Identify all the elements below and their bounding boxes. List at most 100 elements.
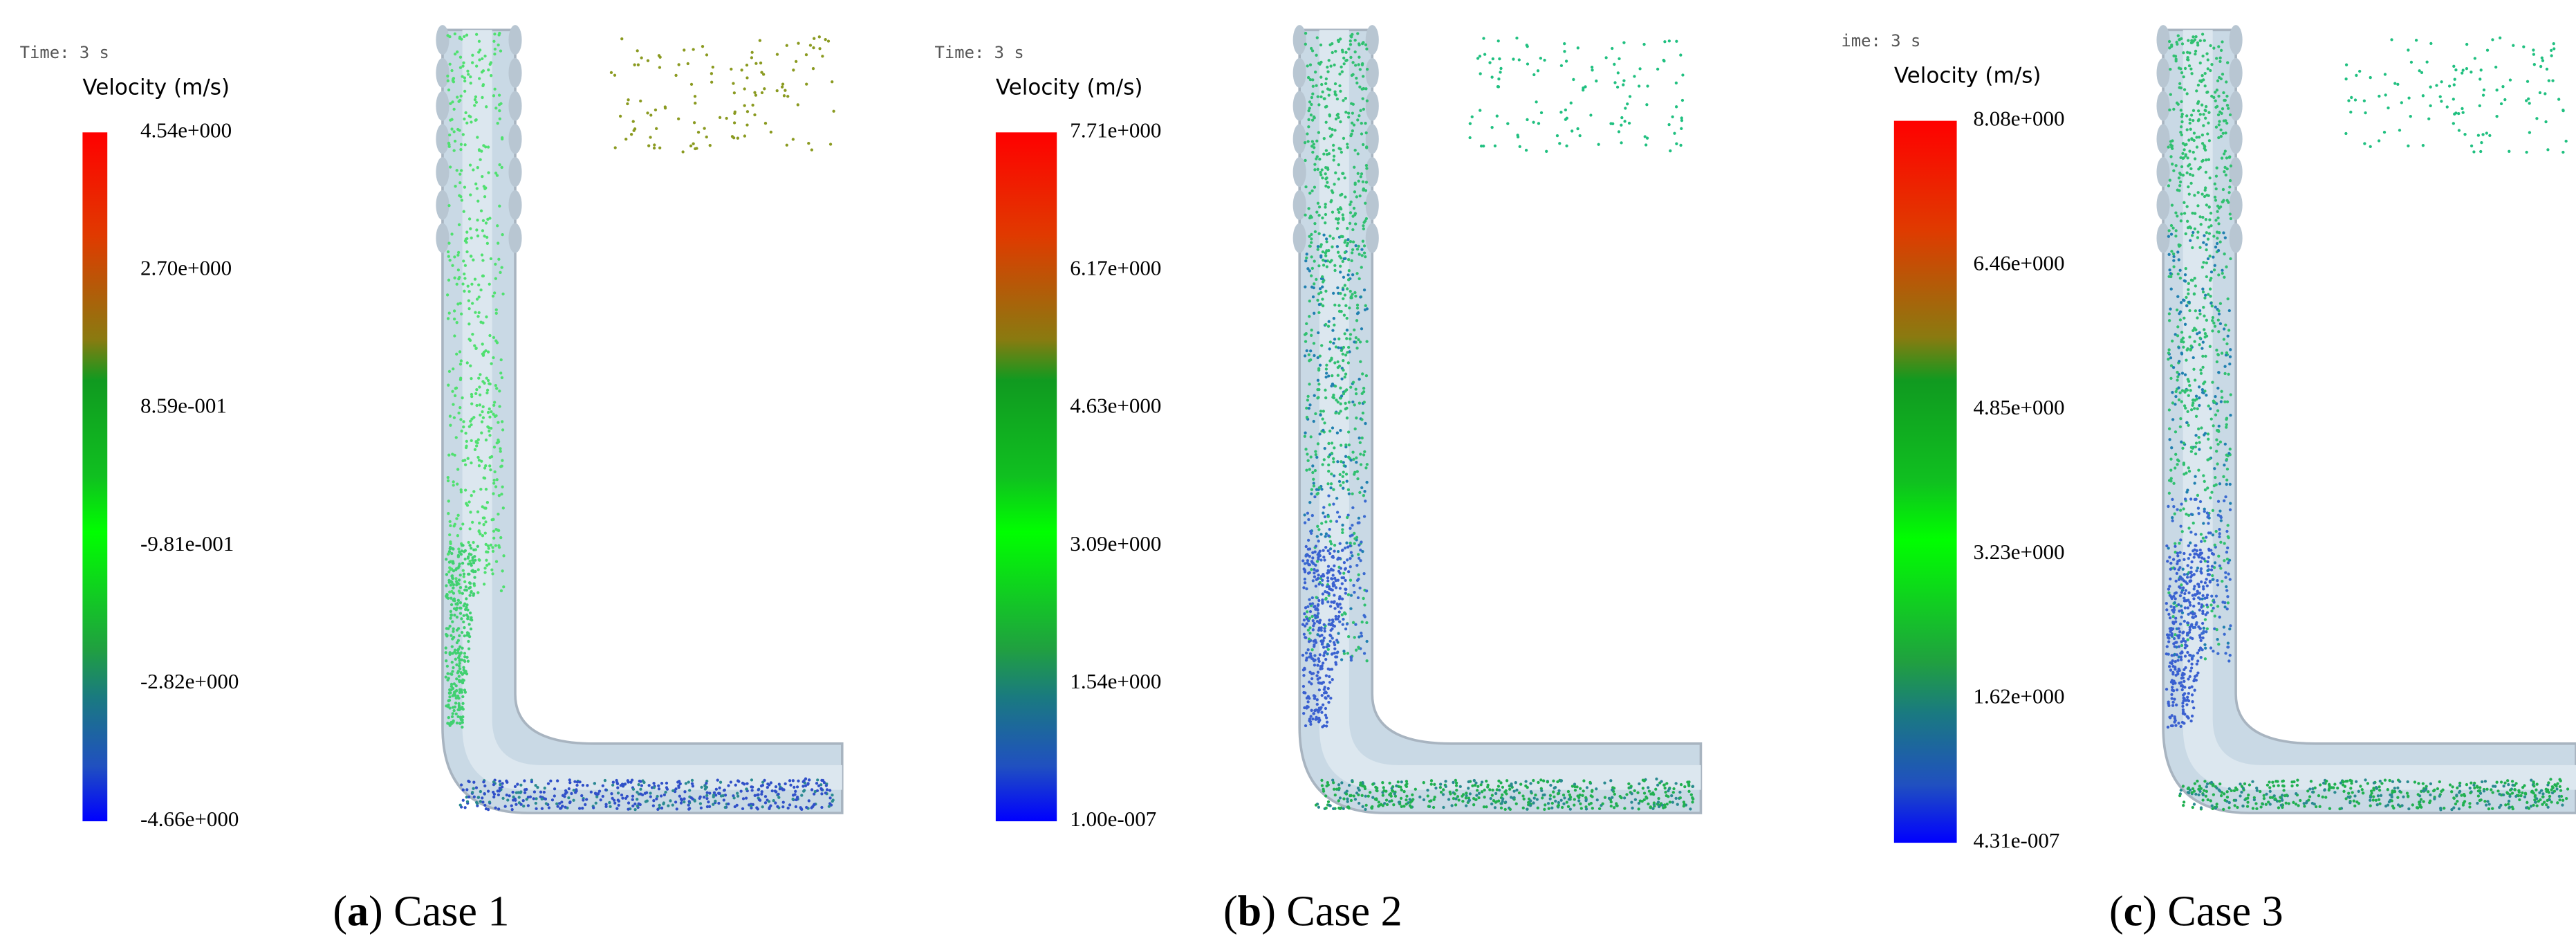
particle — [655, 797, 658, 800]
particle — [463, 143, 467, 147]
particle — [2179, 125, 2183, 129]
particle — [1341, 475, 1344, 478]
particle — [2210, 491, 2214, 494]
particle — [1349, 551, 1353, 554]
particle — [2174, 542, 2177, 545]
particle — [2225, 167, 2229, 171]
particle — [1317, 657, 1320, 661]
particle — [1351, 61, 1355, 64]
particle — [2188, 383, 2192, 387]
particle — [2222, 338, 2226, 341]
particle — [497, 513, 500, 516]
particle — [781, 82, 785, 86]
particle — [1363, 308, 1367, 311]
particle — [1426, 789, 1429, 792]
particle — [1359, 360, 1362, 363]
particle — [2207, 226, 2211, 229]
particle — [497, 494, 501, 497]
particle — [2216, 318, 2220, 322]
particle — [1584, 807, 1588, 811]
particle — [2196, 671, 2200, 675]
particle — [2194, 53, 2197, 56]
particle — [450, 715, 454, 719]
particle — [2309, 780, 2313, 783]
particle — [2203, 780, 2207, 783]
particle — [2547, 781, 2550, 785]
particle — [2180, 100, 2183, 104]
particle — [2188, 121, 2192, 125]
pipe-ridge — [1292, 223, 1306, 253]
particle — [2203, 234, 2206, 237]
particle — [2259, 805, 2263, 809]
particle — [2186, 650, 2189, 654]
particle — [453, 613, 456, 617]
particle — [2178, 622, 2183, 626]
particle — [500, 266, 503, 269]
particle — [477, 529, 481, 533]
particle — [1339, 443, 1343, 447]
particle — [1434, 786, 1438, 790]
particle — [1337, 799, 1340, 803]
particle — [816, 778, 819, 782]
particle — [659, 794, 663, 798]
particle — [2339, 781, 2343, 785]
particle — [1316, 553, 1319, 556]
particle — [2360, 788, 2364, 791]
particle — [1337, 787, 1341, 790]
particle — [2192, 131, 2196, 135]
particle — [611, 783, 615, 787]
particle — [2201, 585, 2205, 589]
particle — [2207, 404, 2210, 408]
particle — [2170, 596, 2174, 601]
particle — [491, 294, 495, 298]
particle — [1306, 559, 1310, 562]
particle — [1342, 797, 1346, 800]
particle — [1319, 558, 1323, 562]
particle — [521, 799, 525, 803]
particle — [778, 787, 781, 791]
pipe-ridge — [436, 91, 450, 121]
particle — [2187, 185, 2190, 189]
particle — [609, 71, 613, 75]
particle — [581, 807, 584, 810]
particle — [1331, 329, 1335, 332]
particle — [469, 627, 473, 631]
particle — [462, 604, 465, 607]
particle — [1318, 157, 1322, 161]
particle — [453, 599, 456, 603]
particle — [804, 53, 808, 57]
particle — [452, 690, 456, 694]
particle — [640, 784, 644, 787]
particle — [447, 369, 452, 373]
particle — [1309, 435, 1313, 439]
particle — [1371, 782, 1375, 786]
particle — [1665, 803, 1669, 806]
particle — [2191, 513, 2194, 517]
particle — [732, 136, 736, 140]
particle — [1678, 790, 1682, 794]
particle — [807, 799, 810, 803]
particle — [2203, 643, 2207, 646]
particle — [2187, 544, 2190, 547]
particle — [1346, 430, 1351, 434]
colorbar-tick-label: 1.00e-007 — [1070, 807, 1156, 831]
particle — [1622, 796, 1627, 800]
particle — [2193, 548, 2196, 551]
particle — [2183, 722, 2186, 725]
particle — [2183, 668, 2186, 672]
particle — [2529, 805, 2533, 808]
particle — [1331, 426, 1335, 430]
particle — [467, 623, 471, 626]
particle — [2400, 804, 2404, 807]
particle — [753, 113, 757, 117]
particle — [789, 783, 793, 787]
particle — [2215, 89, 2219, 92]
particle — [1342, 275, 1346, 279]
particle — [1303, 577, 1307, 581]
particle — [458, 586, 463, 589]
particle — [1351, 111, 1355, 115]
particle — [2198, 396, 2201, 400]
particle — [2183, 473, 2186, 476]
particle — [488, 62, 492, 66]
particle — [2369, 796, 2373, 799]
